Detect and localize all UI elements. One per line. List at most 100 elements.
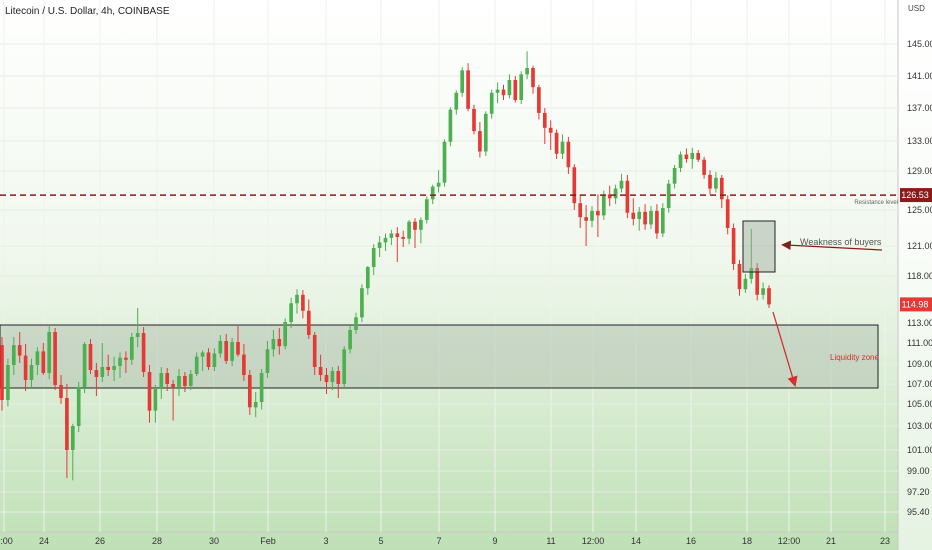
- candle: [743, 274, 748, 293]
- candle: [643, 204, 647, 230]
- candle: [306, 299, 311, 339]
- candle-body: [65, 398, 69, 450]
- candle-body: [507, 80, 512, 96]
- current-price-label: 114.98: [902, 299, 929, 309]
- candle-body: [542, 112, 547, 128]
- candle-body: [277, 339, 282, 347]
- candle: [330, 367, 335, 390]
- candle-body: [501, 89, 506, 96]
- candle-body: [306, 310, 311, 335]
- time-tick-label: 11: [546, 536, 555, 546]
- candle: [596, 194, 600, 237]
- candle-body: [271, 339, 276, 350]
- candle-body: [584, 217, 588, 221]
- candle: [147, 365, 152, 423]
- weakness-arrow: [781, 240, 883, 251]
- weakness-box: [742, 220, 776, 273]
- candle: [82, 342, 87, 393]
- candle: [560, 134, 565, 159]
- time-tick-label: 26: [95, 536, 105, 546]
- candle-body: [253, 402, 258, 408]
- candle-body: [23, 355, 28, 380]
- candle: [188, 370, 193, 390]
- candle: [318, 354, 323, 381]
- candle-body: [265, 349, 270, 373]
- candle: [11, 337, 16, 375]
- candle: [578, 194, 583, 228]
- time-tick-label: 18: [742, 536, 752, 546]
- candle: [696, 150, 701, 162]
- candle: [253, 392, 258, 418]
- candle: [389, 229, 394, 246]
- candle-body: [342, 349, 347, 384]
- candle-body: [395, 233, 400, 237]
- candle: [495, 82, 500, 104]
- candle-body: [590, 210, 594, 221]
- candle: [407, 219, 411, 245]
- candle-body: [767, 288, 771, 305]
- candle: [212, 348, 217, 371]
- candle-body: [0, 345, 4, 400]
- resistance-price-badge: 126.53: [900, 188, 932, 203]
- candle: [649, 206, 653, 229]
- candle: [714, 171, 718, 193]
- candle: [301, 290, 305, 319]
- price-tick-label: 105.00: [907, 399, 932, 409]
- candle-body: [29, 365, 34, 380]
- candle: [100, 343, 105, 382]
- price-tick-label: 145.00: [907, 39, 932, 49]
- candle: [731, 223, 736, 270]
- candle: [666, 179, 671, 213]
- candle-body: [247, 375, 252, 408]
- candle-body: [35, 351, 40, 365]
- candle: [519, 71, 524, 104]
- candle-body: [725, 199, 730, 228]
- candle-body: [17, 345, 22, 356]
- candle-body: [230, 342, 234, 361]
- candle-body: [548, 127, 553, 133]
- candle-body: [112, 366, 116, 370]
- candle-body: [259, 373, 264, 402]
- candle: [719, 174, 724, 209]
- candle-body: [495, 89, 500, 93]
- candle: [442, 139, 447, 187]
- candle-body: [448, 109, 453, 142]
- time-tick-label: 12:00: [582, 536, 605, 546]
- candle: [454, 90, 459, 115]
- candle-body: [678, 154, 683, 168]
- chart-title: Litecoin / U.S. Dollar, 4h, COINBASE: [5, 6, 170, 17]
- price-tick-label: 97.20: [907, 487, 930, 497]
- candle-body: [531, 68, 535, 88]
- candle-body: [714, 177, 718, 189]
- candle-body: [737, 264, 742, 290]
- candle: [637, 207, 642, 231]
- candle: [76, 382, 81, 432]
- time-tick-label: 5: [378, 536, 383, 546]
- candle-body: [519, 74, 524, 100]
- candle-body: [513, 80, 518, 100]
- time-tick-label: 12:00: [778, 536, 801, 546]
- candle: [525, 51, 529, 80]
- candle-body: [483, 113, 488, 152]
- candle: [129, 333, 134, 365]
- candle: [47, 325, 52, 379]
- candle-body: [212, 353, 217, 367]
- candle: [631, 198, 636, 226]
- candle-body: [289, 303, 293, 323]
- candle: [295, 289, 299, 314]
- currency-badge[interactable]: USD: [908, 4, 925, 13]
- candle-body: [141, 333, 146, 372]
- candle: [478, 122, 482, 158]
- price-tick-label: 99.00: [907, 466, 930, 476]
- candle: [194, 352, 199, 376]
- candle-body: [218, 341, 223, 354]
- candle-body: [666, 183, 671, 209]
- price-tick-label: 137.00: [907, 103, 932, 113]
- candle: [737, 260, 742, 296]
- price-tick-label: 109.00: [907, 359, 932, 369]
- candle-body: [330, 371, 335, 382]
- price-tick-label: 121.00: [907, 241, 932, 251]
- price-axis[interactable]: 145.00 141.00 137.00 133.00 129.00 125.00 121.…: [900, 39, 932, 517]
- time-axis[interactable]: 2:00 24 26 28 30 Feb 3 5 7 9 11 12:00 14 16 18 12:00 21 2…: [0, 536, 890, 546]
